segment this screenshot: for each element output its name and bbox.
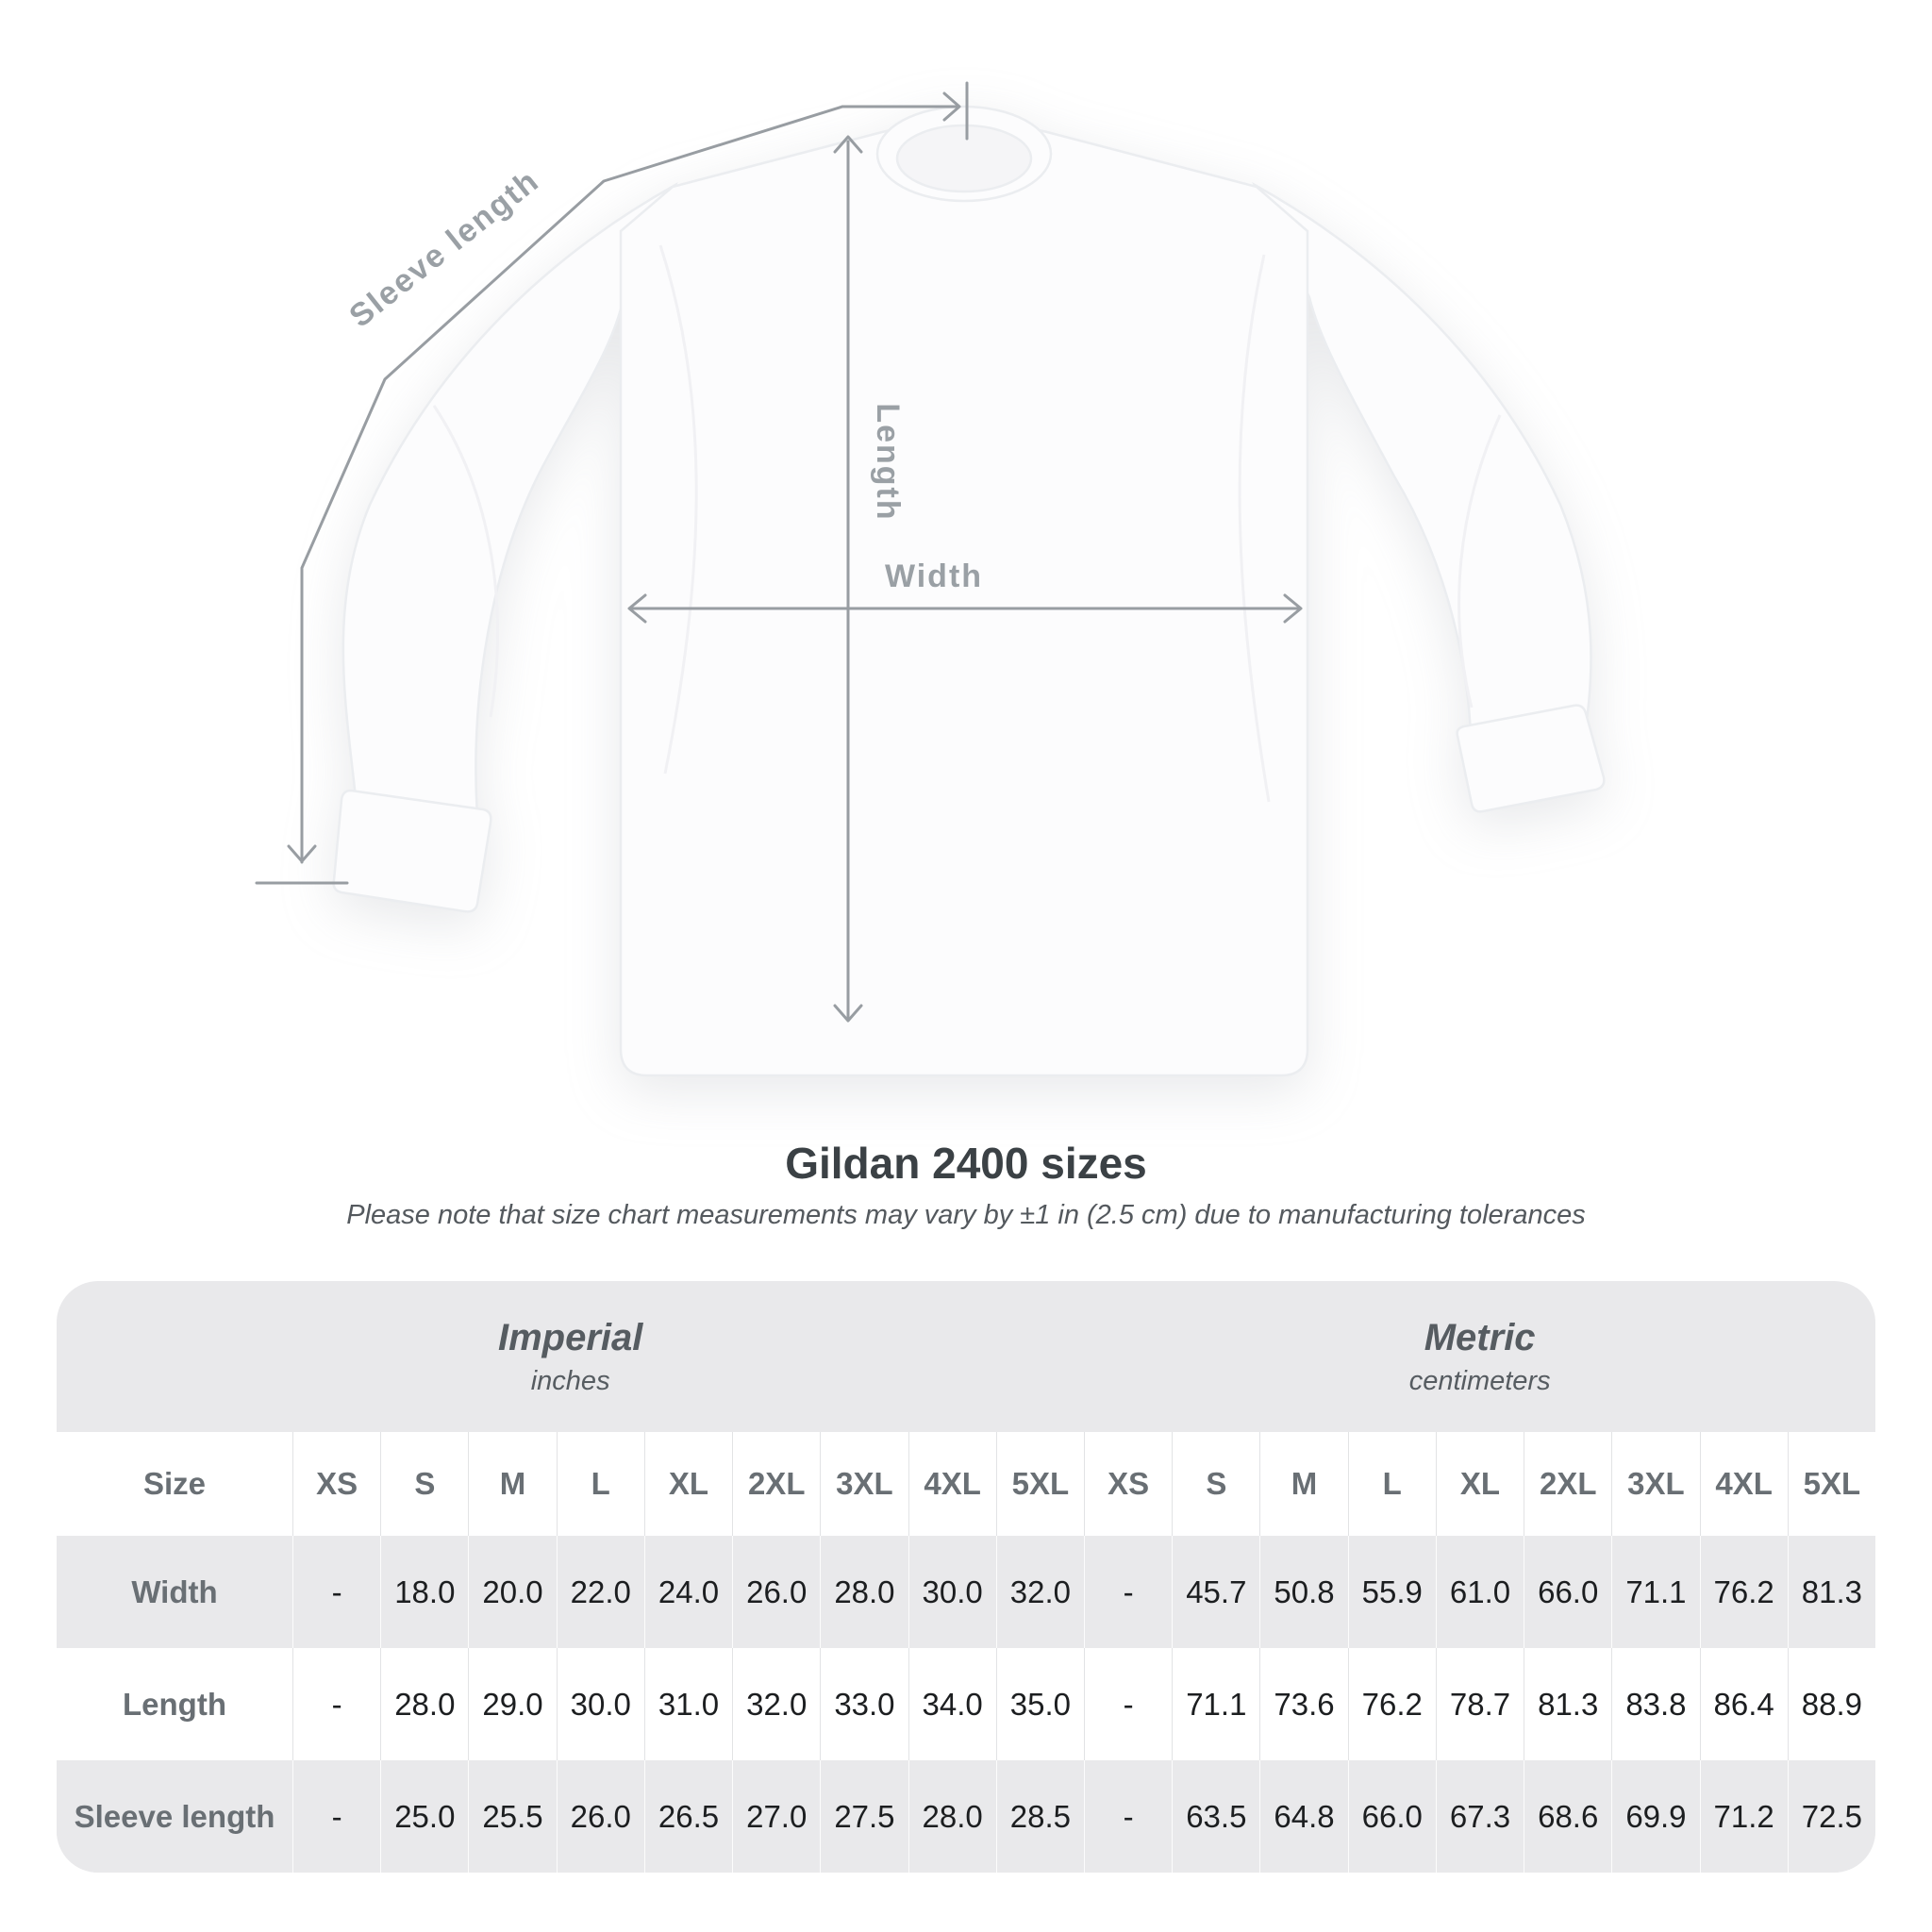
metric-value-cell: 86.4 xyxy=(1699,1648,1788,1760)
imperial-value-cell: 26.0 xyxy=(732,1536,821,1648)
metric-value-cell: 45.7 xyxy=(1172,1536,1260,1648)
metric-size-header: M xyxy=(1259,1432,1348,1536)
collar-inner xyxy=(895,124,1033,193)
imperial-value-cell: 28.0 xyxy=(908,1760,996,1873)
imperial-value-cell: 18.0 xyxy=(380,1536,469,1648)
imperial-size-header: 2XL xyxy=(732,1432,821,1536)
shirt-diagram: Sleeve length Length Width xyxy=(255,81,1606,1077)
imperial-value-cell: 35.0 xyxy=(995,1648,1084,1760)
size-column-header: Size xyxy=(57,1432,292,1536)
imperial-value-cell: 28.5 xyxy=(995,1760,1084,1873)
imperial-group-unit: inches xyxy=(530,1365,610,1396)
imperial-size-header: XS xyxy=(292,1432,381,1536)
imperial-value-cell: 20.0 xyxy=(468,1536,557,1648)
metric-size-header: XL xyxy=(1435,1432,1524,1536)
metric-value-cell: 66.0 xyxy=(1347,1760,1436,1873)
width-arrow: Width xyxy=(627,558,1303,624)
metric-value-cell: 66.0 xyxy=(1524,1536,1612,1648)
metric-value-cell: 73.6 xyxy=(1259,1648,1348,1760)
metric-size-header: 5XL xyxy=(1787,1432,1875,1536)
metric-value-cell: 67.3 xyxy=(1435,1760,1524,1873)
imperial-value-cell: 28.0 xyxy=(380,1648,469,1760)
imperial-value-cell: 31.0 xyxy=(643,1648,733,1760)
metric-value-cell: 81.3 xyxy=(1787,1536,1875,1648)
imperial-value-cell: 22.0 xyxy=(556,1536,644,1648)
page-title: Gildan 2400 sizes xyxy=(785,1139,1147,1188)
size-table-card: Imperial inches Metric centimeters Size X… xyxy=(57,1281,1875,1873)
unit-group-row: Imperial inches Metric centimeters xyxy=(57,1281,1875,1432)
metric-value-cell: 71.1 xyxy=(1611,1536,1700,1648)
imperial-value-cell: 27.0 xyxy=(732,1760,821,1873)
metric-group-header: Metric centimeters xyxy=(1084,1281,1875,1432)
metric-size-header: XS xyxy=(1083,1432,1173,1536)
shirt-illustration xyxy=(332,105,1606,1077)
imperial-value-cell: 26.5 xyxy=(643,1760,733,1873)
metric-value-cell: 78.7 xyxy=(1435,1648,1524,1760)
imperial-group-name: Imperial xyxy=(497,1316,643,1358)
imperial-size-header: S xyxy=(380,1432,469,1536)
metric-size-header: L xyxy=(1347,1432,1436,1536)
metric-value-cell: 61.0 xyxy=(1435,1536,1524,1648)
metric-value-cell: 63.5 xyxy=(1172,1760,1260,1873)
imperial-value-cell: 33.0 xyxy=(820,1648,908,1760)
imperial-size-header: 5XL xyxy=(995,1432,1084,1536)
metric-size-header: 3XL xyxy=(1611,1432,1700,1536)
imperial-value-cell: 29.0 xyxy=(468,1648,557,1760)
metric-value-cell: - xyxy=(1083,1536,1173,1648)
metric-value-cell: - xyxy=(1083,1760,1173,1873)
metric-value-cell: 72.5 xyxy=(1787,1760,1875,1873)
imperial-value-cell: 32.0 xyxy=(732,1648,821,1760)
imperial-value-cell: - xyxy=(292,1648,381,1760)
imperial-group-header: Imperial inches xyxy=(57,1281,1084,1432)
metric-value-cell: 83.8 xyxy=(1611,1648,1700,1760)
imperial-value-cell: 25.5 xyxy=(468,1760,557,1873)
metric-value-cell: 81.3 xyxy=(1524,1648,1612,1760)
length-arrow: Length xyxy=(833,135,906,1023)
imperial-value-cell: 25.0 xyxy=(380,1760,469,1873)
measurement-row-label: Sleeve length xyxy=(57,1760,292,1873)
metric-value-cell: - xyxy=(1083,1648,1173,1760)
metric-size-header: S xyxy=(1172,1432,1260,1536)
width-label: Width xyxy=(885,558,983,594)
metric-group-name: Metric xyxy=(1424,1316,1536,1358)
imperial-size-header: L xyxy=(556,1432,644,1536)
imperial-value-cell: 32.0 xyxy=(995,1536,1084,1648)
measurement-row-label: Width xyxy=(57,1536,292,1648)
imperial-value-cell: 24.0 xyxy=(643,1536,733,1648)
metric-value-cell: 69.9 xyxy=(1611,1760,1700,1873)
imperial-value-cell: 28.0 xyxy=(820,1536,908,1648)
metric-group-unit: centimeters xyxy=(1408,1365,1551,1396)
length-label: Length xyxy=(870,403,906,521)
imperial-value-cell: - xyxy=(292,1536,381,1648)
imperial-size-header: XL xyxy=(643,1432,733,1536)
imperial-size-header: 4XL xyxy=(908,1432,996,1536)
measurement-row-label: Length xyxy=(57,1648,292,1760)
imperial-size-header: M xyxy=(468,1432,557,1536)
metric-value-cell: 68.6 xyxy=(1524,1760,1612,1873)
metric-value-cell: 55.9 xyxy=(1347,1536,1436,1648)
imperial-size-header: 3XL xyxy=(820,1432,908,1536)
metric-value-cell: 76.2 xyxy=(1699,1536,1788,1648)
imperial-value-cell: 30.0 xyxy=(908,1536,996,1648)
metric-value-cell: 88.9 xyxy=(1787,1648,1875,1760)
imperial-value-cell: 30.0 xyxy=(556,1648,644,1760)
size-table-grid: Size XS S M L XL 2XL 3XL 4XL 5XL XS S M L XL 2XL 3XL 4XL 5… xyxy=(57,1432,1875,1873)
imperial-value-cell: 34.0 xyxy=(908,1648,996,1760)
imperial-value-cell: 26.0 xyxy=(556,1760,644,1873)
imperial-value-cell: 27.5 xyxy=(820,1760,908,1873)
imperial-value-cell: - xyxy=(292,1760,381,1873)
metric-value-cell: 76.2 xyxy=(1347,1648,1436,1760)
metric-size-header: 2XL xyxy=(1524,1432,1612,1536)
metric-value-cell: 64.8 xyxy=(1259,1760,1348,1873)
metric-size-header: 4XL xyxy=(1699,1432,1788,1536)
metric-value-cell: 71.1 xyxy=(1172,1648,1260,1760)
tolerance-note: Please note that size chart measurements… xyxy=(346,1200,1586,1230)
metric-value-cell: 71.2 xyxy=(1699,1760,1788,1873)
metric-value-cell: 50.8 xyxy=(1259,1536,1348,1648)
